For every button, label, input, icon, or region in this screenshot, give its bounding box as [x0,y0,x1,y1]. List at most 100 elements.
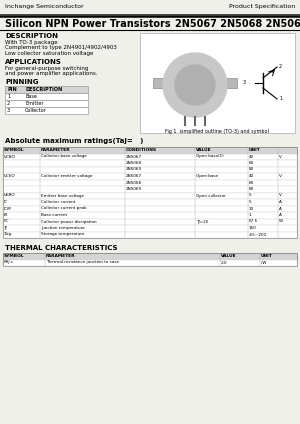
Text: V: V [279,154,282,159]
Bar [5,100,88,107]
Text: 80: 80 [249,167,254,171]
Text: 3: 3 [7,108,10,113]
Text: CONDITIONS: CONDITIONS [126,148,157,152]
Bar [3,259,297,266]
Bar [5,107,88,114]
Text: Collector current: Collector current [41,200,75,204]
Text: 3: 3 [243,81,246,86]
Text: VALUE: VALUE [196,148,212,152]
Text: A: A [279,206,282,210]
Text: Thermal resistance junction to case: Thermal resistance junction to case [46,260,119,265]
Text: Open base: Open base [196,174,218,178]
Bar [3,160,297,167]
Text: 2N5068: 2N5068 [126,181,142,184]
Text: V: V [279,174,282,178]
Text: Collector: Collector [25,108,47,113]
Text: PARAMETER: PARAMETER [41,148,70,152]
Text: TJ=25: TJ=25 [196,220,208,223]
Text: 2N5067: 2N5067 [126,154,142,159]
Text: 2.0: 2.0 [221,260,227,265]
Text: V: V [279,193,282,198]
Bar [153,78,163,88]
Text: UNIT: UNIT [249,148,261,152]
Text: PIN: PIN [7,87,17,92]
Text: Base current: Base current [41,213,67,217]
Text: Emitter base voltage: Emitter base voltage [41,193,84,198]
Text: PC: PC [4,220,9,223]
Text: THERMAL CHARACTERISTICS: THERMAL CHARACTERISTICS [5,245,118,251]
Bar [3,147,297,153]
Text: For general-purpose switching: For general-purpose switching [5,66,88,71]
Bar [3,206,297,212]
Bar [3,225,297,232]
Text: IB: IB [4,213,8,217]
Text: 2N5067: 2N5067 [126,174,142,178]
Text: 2: 2 [7,101,10,106]
Circle shape [175,65,215,105]
Text: 2: 2 [279,64,282,70]
Bar [3,253,297,266]
Bar [3,199,297,206]
Text: 2N5069: 2N5069 [126,187,142,191]
Text: 1: 1 [249,213,251,217]
Bar [3,218,297,225]
Text: Collector base voltage: Collector base voltage [41,154,87,159]
Bar [140,33,295,133]
Text: 2N5068: 2N5068 [126,161,142,165]
Text: Rθj-c: Rθj-c [4,260,14,265]
Bar [227,78,237,88]
Text: Low collector saturation voltage: Low collector saturation voltage [5,51,93,56]
Text: DESCRIPTION: DESCRIPTION [5,33,58,39]
Bar [3,232,297,238]
Text: /W: /W [261,260,266,265]
Text: 1: 1 [7,94,10,99]
Text: W: W [279,220,283,223]
Bar [3,167,297,173]
Text: Tstg: Tstg [4,232,12,237]
Text: Collector power dissipation: Collector power dissipation [41,220,97,223]
Bar [5,86,88,93]
Text: VCBO: VCBO [4,154,16,159]
Text: 40: 40 [249,174,254,178]
Bar [3,186,297,192]
Text: Emitter: Emitter [25,101,44,106]
Text: 67.5: 67.5 [249,220,258,223]
Text: Fig 1  simplified outline (TO-3) and symbol: Fig 1 simplified outline (TO-3) and symb… [165,129,269,134]
Bar [5,93,88,100]
Text: PINNING: PINNING [5,79,38,85]
Text: DESCRIPTION: DESCRIPTION [25,87,62,92]
Text: VALUE: VALUE [221,254,237,258]
Text: A: A [279,213,282,217]
Text: ICM: ICM [4,206,12,210]
Text: 60: 60 [249,161,254,165]
Text: A: A [279,200,282,204]
Text: Absolute maximum ratings(Taj=   ): Absolute maximum ratings(Taj= ) [5,138,143,144]
Text: PARAMETER: PARAMETER [46,254,76,258]
Text: Base: Base [25,94,37,99]
Text: TJ: TJ [4,226,8,230]
Text: Open base(1): Open base(1) [196,154,224,159]
Bar [3,173,297,179]
Text: Junction temperature: Junction temperature [41,226,85,230]
Text: -65~200: -65~200 [249,232,267,237]
Text: 1: 1 [279,97,282,101]
Bar [3,179,297,186]
Text: 10: 10 [249,206,254,210]
Text: SYMBOL: SYMBOL [4,148,25,152]
Text: VEBO: VEBO [4,193,16,198]
Bar [3,253,297,259]
Text: SYMBOL: SYMBOL [4,254,25,258]
Text: 80: 80 [249,187,254,191]
Text: UNIT: UNIT [261,254,273,258]
Text: 2N5069: 2N5069 [126,167,142,171]
Text: and power amplifier applications.: and power amplifier applications. [5,72,98,76]
Text: 5: 5 [249,193,252,198]
Text: VCEO: VCEO [4,174,16,178]
Text: With TO-3 package: With TO-3 package [5,40,58,45]
Text: Collector emitter voltage: Collector emitter voltage [41,174,92,178]
Bar [3,147,297,238]
Text: IC: IC [4,200,8,204]
Bar [3,212,297,218]
Text: Inchange Semiconductor: Inchange Semiconductor [5,4,84,9]
Bar [3,192,297,199]
